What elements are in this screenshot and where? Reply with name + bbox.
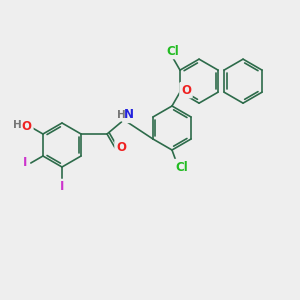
Text: O: O — [181, 84, 191, 97]
Text: O: O — [116, 141, 126, 154]
Text: O: O — [181, 84, 191, 97]
Text: Cl: Cl — [175, 160, 188, 173]
Text: Cl: Cl — [167, 44, 179, 58]
Text: N: N — [124, 108, 134, 122]
Text: H: H — [116, 110, 125, 120]
Text: H: H — [14, 120, 22, 130]
Text: H: H — [14, 120, 22, 130]
Text: Cl: Cl — [175, 160, 188, 173]
Text: O: O — [22, 119, 32, 133]
Text: H: H — [116, 110, 125, 120]
Text: I: I — [60, 181, 64, 194]
Text: O: O — [22, 119, 32, 133]
Text: N: N — [124, 108, 134, 122]
Text: Cl: Cl — [167, 44, 179, 58]
Text: I: I — [60, 181, 64, 194]
Text: I: I — [22, 157, 27, 169]
Text: O: O — [116, 141, 126, 154]
Text: I: I — [22, 157, 27, 169]
